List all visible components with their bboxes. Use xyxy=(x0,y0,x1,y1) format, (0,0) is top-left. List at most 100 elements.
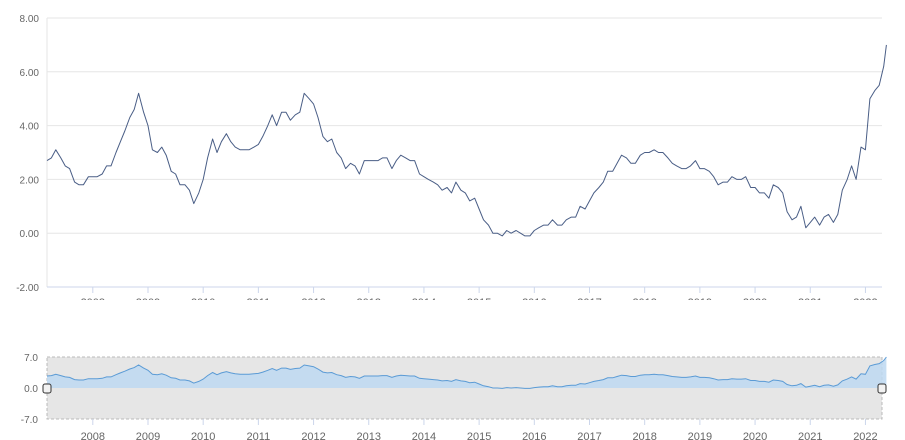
data-point xyxy=(515,229,517,231)
data-point xyxy=(837,213,839,215)
x-tick-label: 2021 xyxy=(798,297,822,300)
data-point xyxy=(299,111,301,113)
data-point xyxy=(464,192,466,194)
data-point xyxy=(529,235,531,237)
data-point xyxy=(372,159,374,161)
data-point xyxy=(538,227,540,229)
data-point xyxy=(395,159,397,161)
data-point xyxy=(202,178,204,180)
data-point xyxy=(275,124,277,126)
navigator-y-tick-label: -7.0 xyxy=(21,415,39,426)
data-point xyxy=(860,146,862,148)
data-point xyxy=(101,173,103,175)
data-point xyxy=(519,232,521,234)
data-point xyxy=(391,167,393,169)
data-point xyxy=(657,151,659,153)
navigator-x-tick-label: 2017 xyxy=(577,431,601,440)
data-point xyxy=(809,221,811,223)
data-point xyxy=(432,181,434,183)
data-point xyxy=(598,186,600,188)
data-point xyxy=(482,219,484,221)
data-point xyxy=(161,146,163,148)
x-tick-label: 2010 xyxy=(191,297,215,300)
y-tick-label: 2.00 xyxy=(20,175,40,186)
navigator-x-tick-label: 2018 xyxy=(632,431,656,440)
data-point xyxy=(823,216,825,218)
navigator-x-tick-label: 2012 xyxy=(301,431,325,440)
data-point xyxy=(446,186,448,188)
data-point xyxy=(198,192,200,194)
navigator-y-tick-label: 0.0 xyxy=(24,384,38,395)
data-point xyxy=(492,232,494,234)
data-point xyxy=(846,178,848,180)
main-line-chart: 8.00 6.00 4.00 2.00 0.00 -2.00 2008 2009 2010 201… xyxy=(16,14,887,300)
navigator-left-handle[interactable] xyxy=(42,383,52,394)
data-point xyxy=(308,98,310,100)
data-point xyxy=(331,138,333,140)
data-point xyxy=(593,192,595,194)
data-point xyxy=(795,216,797,218)
navigator-x-tick-label: 2013 xyxy=(357,431,381,440)
data-point xyxy=(257,143,259,145)
data-point xyxy=(349,162,351,164)
data-point xyxy=(253,146,255,148)
data-point xyxy=(285,111,287,113)
navigator-chart[interactable]: 7.0 0.0 -7.0 2008 2009 2010 2011 2012 2013 2014 20… xyxy=(0,340,905,440)
x-tick-label: 2013 xyxy=(357,297,381,300)
data-point xyxy=(740,178,742,180)
data-point xyxy=(713,176,715,178)
data-point xyxy=(377,159,379,161)
data-point xyxy=(450,192,452,194)
data-point xyxy=(230,141,232,143)
navigator-x-tick-label: 2009 xyxy=(136,431,160,440)
data-point xyxy=(248,149,250,151)
data-point xyxy=(386,157,388,159)
data-point xyxy=(754,186,756,188)
data-point xyxy=(800,205,802,207)
data-point xyxy=(243,149,245,151)
data-point xyxy=(689,165,691,167)
data-point xyxy=(832,221,834,223)
data-point xyxy=(474,197,476,199)
data-point xyxy=(216,151,218,153)
x-tick-label: 2020 xyxy=(743,297,767,300)
data-point xyxy=(487,224,489,226)
navigator-x-tick-label: 2010 xyxy=(191,431,215,440)
data-point xyxy=(133,108,135,110)
data-point xyxy=(294,114,296,116)
x-tick-label: 2009 xyxy=(136,297,160,300)
data-point xyxy=(96,176,98,178)
data-point xyxy=(722,181,724,183)
data-point xyxy=(354,165,356,167)
data-point xyxy=(211,138,213,140)
x-tick-label: 2017 xyxy=(577,297,601,300)
data-point xyxy=(156,151,158,153)
navigator-x-tick-label: 2015 xyxy=(467,431,491,440)
x-tick-label: 2011 xyxy=(247,297,271,300)
data-point xyxy=(289,119,291,121)
data-point xyxy=(501,235,503,237)
data-point xyxy=(455,181,457,183)
navigator-right-handle[interactable] xyxy=(877,383,887,394)
data-point xyxy=(336,151,338,153)
data-point xyxy=(234,146,236,148)
data-point xyxy=(814,216,816,218)
data-point xyxy=(777,186,779,188)
data-point xyxy=(409,159,411,161)
data-point xyxy=(565,219,567,221)
data-point xyxy=(82,184,84,186)
data-point xyxy=(55,149,57,151)
data-point xyxy=(667,157,669,159)
data-point xyxy=(46,159,48,161)
data-point xyxy=(78,184,80,186)
data-point xyxy=(703,167,705,169)
data-point xyxy=(556,224,558,226)
data-point xyxy=(874,89,876,91)
data-point xyxy=(750,186,752,188)
data-point xyxy=(368,159,370,161)
data-point xyxy=(267,124,269,126)
handle-grip[interactable] xyxy=(877,383,887,394)
navigator-x-tick-label: 2021 xyxy=(798,431,822,440)
y-tick-label: 8.00 xyxy=(20,14,40,25)
handle-grip[interactable] xyxy=(42,383,52,394)
